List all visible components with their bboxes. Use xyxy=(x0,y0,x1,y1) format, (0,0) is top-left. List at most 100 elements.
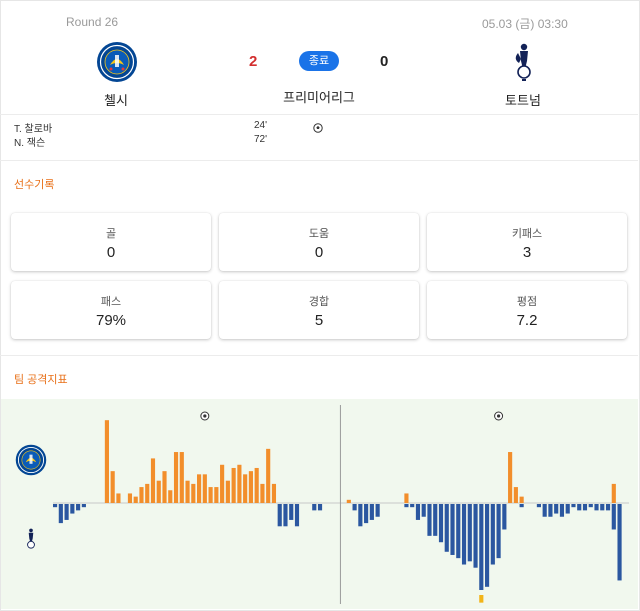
away-attack-bar xyxy=(582,504,588,511)
league-name[interactable]: 프리미어리그 xyxy=(283,90,355,105)
away-attack-bar xyxy=(594,504,599,511)
home-attack-bar xyxy=(220,464,225,503)
match-datetime: 05.03 (금) 03:30 xyxy=(482,17,568,31)
home-attack-bar xyxy=(104,420,109,503)
soccer-ball-icon xyxy=(313,120,323,138)
tottenham-cockerel-icon xyxy=(19,522,43,556)
stat-value: 0 xyxy=(106,244,116,261)
home-attack-bar xyxy=(162,471,167,503)
away-attack-bar xyxy=(317,504,323,511)
home-attack-bar xyxy=(519,496,524,503)
home-attack-bar xyxy=(133,496,138,503)
stat-label: 패스 xyxy=(100,296,122,308)
stat-card-pass-accuracy: 패스 79% xyxy=(11,281,211,339)
away-attack-bar xyxy=(277,504,282,527)
home-attack-bar xyxy=(208,487,213,503)
away-attack-bar xyxy=(479,504,484,590)
away-attack-bar xyxy=(502,504,507,530)
home-attack-bar xyxy=(231,467,236,503)
away-attack-bar xyxy=(565,504,570,514)
home-attack-bar xyxy=(110,471,115,503)
away-attack-bar xyxy=(617,504,622,581)
round-label: Round 26 xyxy=(66,15,119,29)
tottenham-cockerel-icon[interactable] xyxy=(503,41,545,83)
away-attack-bar xyxy=(433,504,438,536)
home-attack-bar xyxy=(156,480,161,503)
home-attack-bar xyxy=(145,483,150,503)
stat-value: 3 xyxy=(522,244,532,261)
home-attack-bar xyxy=(266,448,271,503)
away-attack-bar xyxy=(450,504,455,555)
player-record-title: 선수기록 xyxy=(14,179,55,191)
home-attack-bar xyxy=(197,474,202,503)
home-attack-bar xyxy=(225,480,230,503)
home-team-name[interactable]: 첼시 xyxy=(104,93,128,108)
chelsea-crest-icon[interactable] xyxy=(96,41,138,83)
home-attack-bar xyxy=(150,458,156,503)
stat-value: 79% xyxy=(95,312,127,329)
away-attack-bar xyxy=(70,504,75,514)
away-attack-bar xyxy=(438,504,444,543)
home-attack-bar xyxy=(173,452,179,503)
scorer-name[interactable]: T. 찰로바 xyxy=(14,124,53,135)
home-attack-bar xyxy=(513,487,518,503)
attack-index-title: 팀 공격지표 xyxy=(14,374,68,386)
away-attack-bar xyxy=(473,504,478,568)
away-attack-bar xyxy=(76,504,81,511)
stat-card-key-passes: 키패스 3 xyxy=(427,213,627,271)
stat-label: 키패스 xyxy=(511,228,543,240)
stat-value: 7.2 xyxy=(516,312,538,329)
away-attack-bar xyxy=(427,504,432,536)
away-attack-bar xyxy=(548,504,553,517)
stat-card-rating: 평점 7.2 xyxy=(427,281,627,339)
home-attack-bar xyxy=(248,471,253,503)
away-attack-bar xyxy=(294,504,300,527)
home-attack-bar xyxy=(139,487,144,503)
away-attack-bar xyxy=(519,504,524,508)
goal-marker-icon xyxy=(200,411,210,421)
away-attack-bar xyxy=(289,504,294,520)
chelsea-crest-icon xyxy=(15,444,47,476)
home-attack-bar xyxy=(214,487,219,503)
stat-card-assists: 도움 0 xyxy=(219,213,419,271)
away-attack-bar xyxy=(53,504,58,508)
stat-label: 평점 xyxy=(516,296,538,308)
away-attack-bar xyxy=(352,504,357,511)
home-attack-bar xyxy=(179,452,184,503)
away-attack-bar xyxy=(404,504,409,508)
away-attack-bar xyxy=(536,504,541,508)
home-attack-bar xyxy=(202,474,207,503)
away-attack-bar xyxy=(485,504,490,587)
away-attack-bar xyxy=(490,504,495,565)
home-attack-bar xyxy=(191,483,196,503)
away-attack-bar xyxy=(421,504,426,517)
home-attack-bar xyxy=(185,480,190,503)
home-attack-bar xyxy=(243,474,248,503)
away-attack-bar xyxy=(312,504,317,511)
away-attack-bar xyxy=(81,504,86,508)
away-attack-bar xyxy=(542,504,547,517)
goal-marker-icon xyxy=(494,411,504,421)
away-attack-bar xyxy=(577,504,582,511)
away-attack-bar xyxy=(461,504,467,565)
scorer-name[interactable]: N. 잭슨 xyxy=(14,138,46,149)
goal-minute: 24' xyxy=(254,120,268,131)
highlight-bar xyxy=(479,595,484,603)
away-attack-bar xyxy=(554,504,559,514)
section-divider xyxy=(0,160,638,161)
away-attack-bar xyxy=(375,504,380,517)
away-attack-bar xyxy=(444,504,449,552)
status-badge: 종료 xyxy=(299,51,339,71)
home-attack-bar xyxy=(508,452,513,503)
away-attack-bar xyxy=(611,504,616,530)
attack-momentum-chart xyxy=(1,399,638,609)
home-attack-bar xyxy=(260,483,265,503)
away-team-name[interactable]: 토트넘 xyxy=(505,93,541,108)
home-attack-bar xyxy=(237,464,242,503)
away-attack-bar xyxy=(410,504,415,508)
home-attack-bar xyxy=(271,483,277,503)
away-attack-bar xyxy=(600,504,605,511)
away-attack-bar xyxy=(369,504,374,520)
stat-label: 도움 xyxy=(308,228,330,240)
away-attack-bar xyxy=(283,504,288,527)
